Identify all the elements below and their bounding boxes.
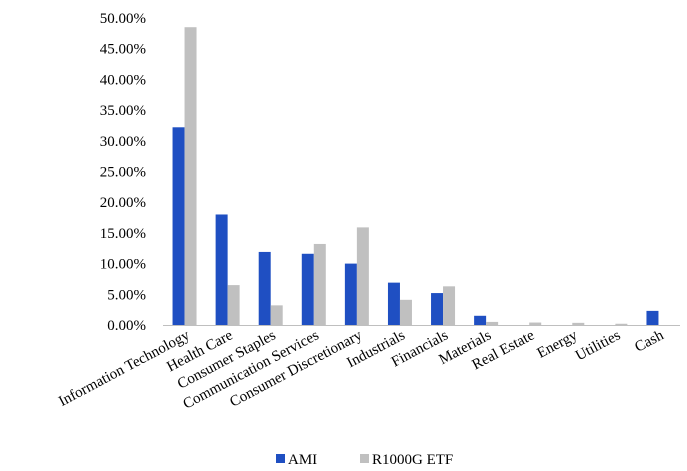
y-tick-label: 35.00% — [100, 103, 146, 119]
y-tick-label: 15.00% — [100, 226, 146, 242]
y-axis-ticks: 0.00% 5.00% 10.00% 15.00% 20.00% 25.00% 30.00%… — [100, 11, 146, 334]
bar-ami-1 — [172, 127, 185, 326]
bar-r1000g-etf-9 — [529, 322, 542, 325]
x-category-label: Energy — [535, 327, 581, 362]
bar-ami-8 — [474, 315, 487, 325]
bar-r1000g-etf-10 — [572, 322, 585, 325]
bar-r1000g-etf-3 — [270, 305, 283, 325]
y-tick-label: 5.00% — [107, 287, 146, 303]
y-tick-label: 45.00% — [100, 42, 146, 58]
y-tick-label: 20.00% — [100, 195, 146, 211]
bar-r1000g-etf-7 — [443, 286, 456, 325]
bar-r1000g-etf-11 — [615, 323, 628, 325]
legend-swatch — [360, 454, 369, 463]
legend: AMI R1000G ETF — [276, 452, 453, 468]
x-category-label: Utilities — [573, 327, 623, 364]
legend-label: AMI — [288, 452, 317, 468]
bar-r1000g-etf-1 — [184, 27, 197, 326]
bar-ami-4 — [301, 253, 314, 325]
bar-ami-2 — [215, 214, 228, 325]
y-tick-label: 30.00% — [100, 134, 146, 150]
y-tick-label: 40.00% — [100, 72, 146, 88]
bar-ami-6 — [387, 282, 400, 325]
bars — [172, 27, 659, 326]
bar-ami-12 — [646, 310, 659, 325]
bar-r1000g-etf-6 — [399, 299, 412, 325]
bar-r1000g-etf-8 — [486, 321, 499, 325]
y-tick-label: 50.00% — [100, 11, 146, 27]
legend-label: R1000G ETF — [372, 452, 453, 468]
legend-swatch — [276, 454, 285, 463]
bar-r1000g-etf-5 — [356, 227, 369, 325]
bar-ami-3 — [258, 251, 271, 325]
y-tick-label: 10.00% — [100, 257, 146, 273]
y-tick-label: 25.00% — [100, 165, 146, 181]
y-tick-label: 0.00% — [107, 318, 146, 334]
bar-ami-7 — [431, 293, 444, 325]
x-category-label: Cash — [632, 327, 666, 355]
bar-ami-5 — [344, 263, 357, 325]
bar-r1000g-etf-4 — [313, 243, 326, 325]
bar-r1000g-etf-2 — [227, 285, 240, 325]
